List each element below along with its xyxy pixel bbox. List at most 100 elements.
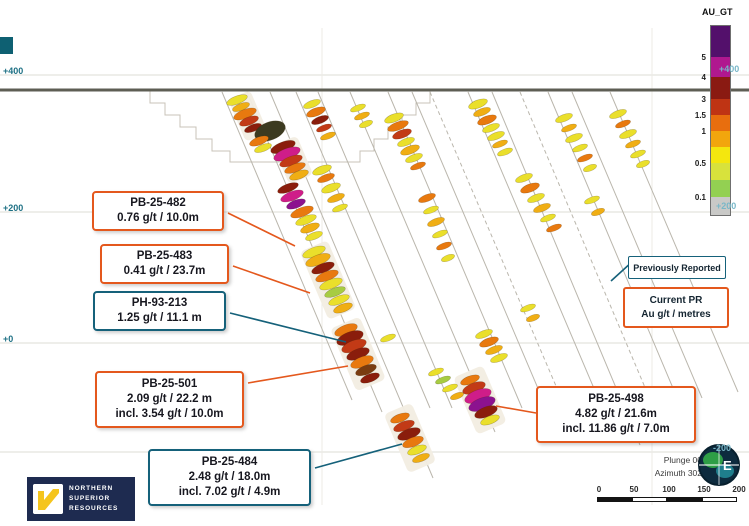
assay-interval-disc — [359, 119, 373, 129]
assay-interval-disc — [316, 123, 332, 133]
assay-interval-disc — [561, 123, 577, 133]
current-pr-label-2: Au g/t / metres — [641, 308, 711, 320]
assay-interval-disc — [244, 123, 262, 133]
legend-color-segment — [711, 180, 730, 197]
assay-interval-disc — [405, 153, 423, 163]
assay-interval-disc — [487, 131, 505, 141]
logo-n-icon — [33, 484, 63, 514]
legend-tick-label: 4 — [701, 73, 706, 82]
scale-bar: 0 50 100 150 200 — [595, 485, 746, 505]
assay-interval-disc — [540, 213, 556, 223]
callout-text: 1.25 g/t / 11.1 m — [117, 312, 202, 324]
assay-interval-disc — [350, 103, 366, 113]
callout-PB-25-483: PB-25-483 0.41 g/t / 23.7m — [100, 244, 229, 284]
assay-interval-disc — [355, 363, 377, 377]
drill-trace — [547, 91, 679, 401]
assay-interval-disc — [479, 336, 499, 348]
callout-PB-25-484: PB-25-484 2.48 g/t / 18.0m incl. 7.02 g/t … — [148, 449, 311, 506]
callout-text: 4.82 g/t / 21.6m — [575, 407, 657, 420]
scale-bar-label: 0 — [596, 485, 602, 494]
elevation-label: +200 — [716, 201, 737, 211]
callout-text: PB-25-484 — [201, 455, 258, 468]
assay-interval-disc — [333, 302, 353, 314]
legend-tick-label: 1 — [701, 127, 706, 136]
assay-interval-disc — [324, 286, 346, 298]
assay-interval-disc — [360, 372, 380, 384]
callout-PB-25-501: PB-25-501 2.09 g/t / 22.2 m incl. 3.54 g/t… — [95, 371, 244, 428]
company-logo: NORTHERN SUPERIOR RESOURCES — [27, 477, 135, 521]
assay-interval-disc — [577, 153, 593, 163]
callout-leader-line — [229, 312, 347, 343]
callout-leader-line — [247, 365, 349, 384]
callout-text: PB-25-482 — [130, 196, 186, 209]
legend-color-segment — [711, 115, 730, 131]
assay-interval-disc — [354, 111, 370, 121]
previously-reported-key: Previously Reported — [628, 256, 726, 279]
assay-interval-disc — [412, 453, 430, 463]
drill-trace — [411, 91, 549, 413]
logo-line-3: RESOURCES — [69, 504, 119, 512]
callout-text: PB-25-501 — [141, 377, 198, 390]
assay-interval-disc — [480, 414, 500, 426]
scale-bar-label: 200 — [732, 485, 746, 494]
assay-interval-disc — [572, 143, 588, 153]
assay-interval-disc — [492, 139, 508, 149]
logo-n-glyph — [38, 489, 59, 510]
compass-land-blob — [703, 452, 723, 468]
scale-bar-segment — [597, 497, 632, 502]
assay-interval-disc — [482, 123, 500, 133]
assay-interval-disc — [407, 444, 427, 456]
assay-interval-disc — [306, 106, 326, 118]
assay-interval-disc — [226, 94, 248, 106]
assay-interval-disc — [436, 241, 452, 251]
legend-tick-label: 1.5 — [694, 111, 706, 120]
elevation-label: +200 — [3, 203, 24, 213]
assay-interval-disc — [312, 164, 332, 176]
assay-interval-disc — [625, 139, 641, 149]
assay-interval-disc — [515, 173, 533, 183]
assay-interval-disc — [320, 131, 336, 141]
scale-bar-label: 100 — [662, 485, 676, 494]
assay-interval-disc — [427, 217, 445, 227]
legend-color-segment — [711, 147, 730, 163]
callout-PB-25-498: PB-25-498 4.82 g/t / 21.6m incl. 11.86 g/t… — [536, 386, 696, 443]
drill-trace — [221, 91, 353, 401]
assay-interval-disc — [397, 137, 415, 147]
assay-interval-disc — [390, 412, 410, 424]
callout-text: PB-25-483 — [136, 249, 193, 262]
assay-interval-disc — [526, 313, 540, 323]
legend-color-segment — [711, 26, 730, 57]
assay-interval-disc — [300, 222, 320, 234]
elevation-label: +400 — [719, 64, 740, 74]
assay-interval-disc — [410, 161, 426, 171]
legend-tick-label: 0.5 — [694, 159, 706, 168]
assay-interval-disc — [619, 129, 637, 139]
assay-interval-disc — [387, 120, 409, 132]
scale-bar-label: 150 — [697, 485, 711, 494]
legend-color-segment — [711, 99, 730, 115]
callout-text: incl. 3.54 g/t / 10.0m — [115, 408, 224, 421]
callout-text: 0.76 g/t / 10.0m — [117, 212, 199, 224]
assay-interval-disc — [290, 205, 314, 219]
assay-interval-disc — [497, 147, 513, 157]
assay-interval-disc — [591, 207, 605, 217]
callout-text: 2.48 g/t / 18.0m — [188, 470, 271, 483]
scale-bar-segment — [667, 497, 702, 502]
logo-line-1: NORTHERN — [69, 485, 114, 493]
current-pr-label-1: Current PR — [649, 294, 703, 306]
callout-text: PH-93-213 — [131, 296, 188, 309]
callout-text: incl. 7.02 g/t / 4.9m — [178, 486, 281, 499]
legend-color-segment — [711, 131, 730, 147]
assay-interval-disc — [609, 109, 627, 119]
assay-interval-disc — [485, 345, 503, 355]
assay-interval-disc — [520, 303, 536, 313]
assay-interval-disc — [254, 143, 272, 153]
legend-tick-label: 0.1 — [694, 193, 706, 202]
assay-interval-disc — [615, 119, 631, 129]
plunge-label: Plunge 00 — [663, 455, 702, 465]
assay-interval-disc — [239, 115, 259, 127]
assay-interval-disc — [392, 128, 412, 140]
assay-interval-disc — [402, 435, 424, 449]
assay-interval-disc — [432, 229, 448, 239]
orientation-compass-icon: E — [698, 444, 740, 486]
